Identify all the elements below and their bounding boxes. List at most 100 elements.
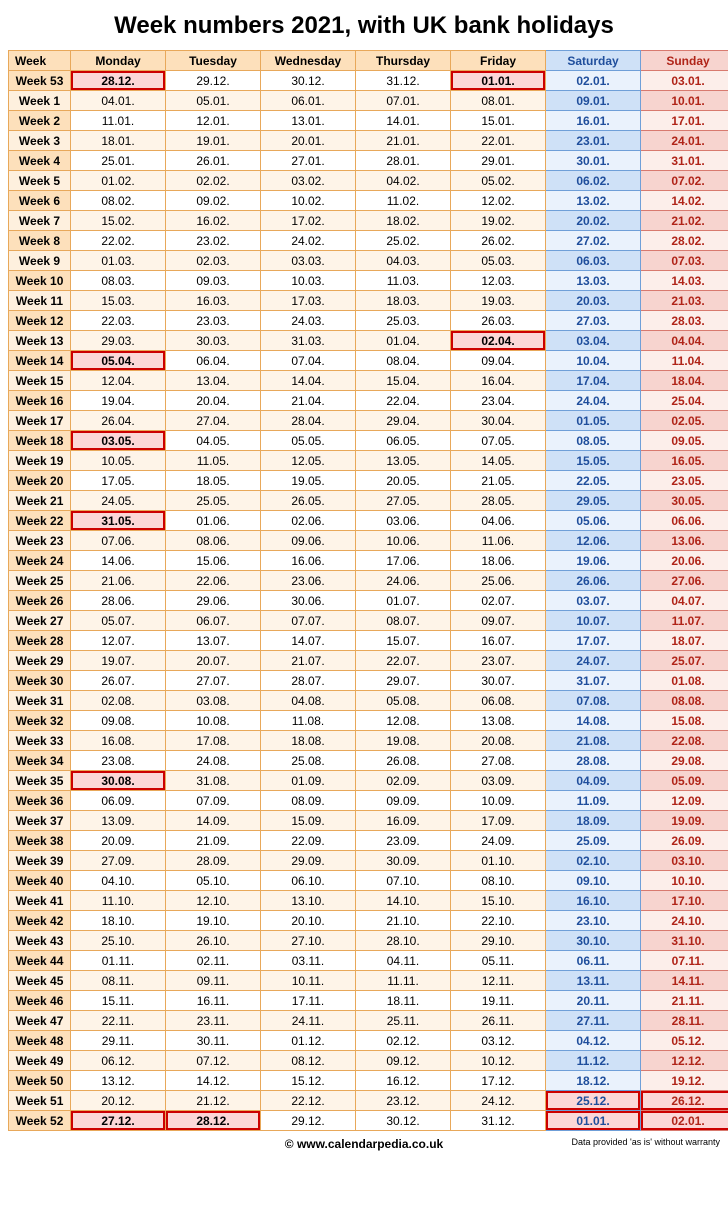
column-header-thu: Thursday xyxy=(356,51,451,71)
table-row: Week 2919.07.20.07.21.07.22.07.23.07.24.… xyxy=(9,651,728,671)
day-cell: 24.04. xyxy=(546,391,641,411)
day-cell: 01.09. xyxy=(261,771,356,791)
week-label: Week 45 xyxy=(9,971,71,991)
day-cell: 31.01. xyxy=(641,151,728,171)
day-cell: 22.11. xyxy=(71,1011,166,1031)
day-cell: 26.10. xyxy=(166,931,261,951)
day-cell: 11.07. xyxy=(641,611,728,631)
day-cell: 28.02. xyxy=(641,231,728,251)
day-cell: 16.03. xyxy=(166,291,261,311)
day-cell: 26.01. xyxy=(166,151,261,171)
day-cell: 09.10. xyxy=(546,871,641,891)
day-cell: 02.07. xyxy=(451,591,546,611)
day-cell: 13.07. xyxy=(166,631,261,651)
day-cell: 12.01. xyxy=(166,111,261,131)
day-cell: 31.03. xyxy=(261,331,356,351)
day-cell: 09.08. xyxy=(71,711,166,731)
day-cell: 23.12. xyxy=(356,1091,451,1111)
day-cell: 01.11. xyxy=(71,951,166,971)
column-header-week: Week xyxy=(9,51,71,71)
day-cell: 21.11. xyxy=(641,991,728,1011)
table-row: Week 2307.06.08.06.09.06.10.06.11.06.12.… xyxy=(9,531,728,551)
day-cell: 14.08. xyxy=(546,711,641,731)
week-label: Week 25 xyxy=(9,571,71,591)
footer: © www.calendarpedia.co.uk Data provided … xyxy=(8,1137,720,1153)
day-cell-holiday: 27.12. xyxy=(71,1111,166,1131)
day-cell: 15.02. xyxy=(71,211,166,231)
day-cell: 23.02. xyxy=(166,231,261,251)
day-cell: 12.07. xyxy=(71,631,166,651)
day-cell: 29.10. xyxy=(451,931,546,951)
day-cell: 10.07. xyxy=(546,611,641,631)
day-cell: 24.11. xyxy=(261,1011,356,1031)
day-cell: 15.08. xyxy=(641,711,728,731)
table-row: Week 2124.05.25.05.26.05.27.05.28.05.29.… xyxy=(9,491,728,511)
day-cell: 03.03. xyxy=(261,251,356,271)
week-label: Week 30 xyxy=(9,671,71,691)
day-cell: 11.10. xyxy=(71,891,166,911)
table-row: Week 5120.12.21.12.22.12.23.12.24.12.25.… xyxy=(9,1091,728,1111)
day-cell: 11.05. xyxy=(166,451,261,471)
day-cell-holiday: 26.12. xyxy=(641,1091,728,1111)
day-cell: 20.09. xyxy=(71,831,166,851)
day-cell: 22.12. xyxy=(261,1091,356,1111)
day-cell: 05.09. xyxy=(641,771,728,791)
table-row: Week 1512.04.13.04.14.04.15.04.16.04.17.… xyxy=(9,371,728,391)
week-label: Week 4 xyxy=(9,151,71,171)
week-label: Week 48 xyxy=(9,1031,71,1051)
day-cell: 13.11. xyxy=(546,971,641,991)
day-cell: 02.09. xyxy=(356,771,451,791)
day-cell: 20.11. xyxy=(546,991,641,1011)
week-label: Week 52 xyxy=(9,1111,71,1131)
week-label: Week 12 xyxy=(9,311,71,331)
table-row: Week 211.01.12.01.13.01.14.01.15.01.16.0… xyxy=(9,111,728,131)
day-cell: 08.03. xyxy=(71,271,166,291)
table-row: Week 425.01.26.01.27.01.28.01.29.01.30.0… xyxy=(9,151,728,171)
day-cell: 28.11. xyxy=(641,1011,728,1031)
week-label: Week 36 xyxy=(9,791,71,811)
day-cell: 19.02. xyxy=(451,211,546,231)
day-cell: 23.07. xyxy=(451,651,546,671)
day-cell: 25.06. xyxy=(451,571,546,591)
day-cell: 08.11. xyxy=(71,971,166,991)
day-cell: 07.02. xyxy=(641,171,728,191)
table-row: Week 1405.04.06.04.07.04.08.04.09.04.10.… xyxy=(9,351,728,371)
column-header-tue: Tuesday xyxy=(166,51,261,71)
day-cell: 26.07. xyxy=(71,671,166,691)
table-row: Week 4722.11.23.11.24.11.25.11.26.11.27.… xyxy=(9,1011,728,1031)
table-row: Week 2017.05.18.05.19.05.20.05.21.05.22.… xyxy=(9,471,728,491)
day-cell: 12.10. xyxy=(166,891,261,911)
day-cell: 18.01. xyxy=(71,131,166,151)
day-cell: 20.10. xyxy=(261,911,356,931)
day-cell: 13.03. xyxy=(546,271,641,291)
table-row: Week 2628.06.29.06.30.06.01.07.02.07.03.… xyxy=(9,591,728,611)
table-row: Week 1329.03.30.03.31.03.01.04.02.04.03.… xyxy=(9,331,728,351)
day-cell-holiday: 05.04. xyxy=(71,351,166,371)
day-cell: 06.11. xyxy=(546,951,641,971)
day-cell: 07.05. xyxy=(451,431,546,451)
day-cell: 25.04. xyxy=(641,391,728,411)
day-cell: 10.08. xyxy=(166,711,261,731)
table-row: Week 5013.12.14.12.15.12.16.12.17.12.18.… xyxy=(9,1071,728,1091)
day-cell: 30.07. xyxy=(451,671,546,691)
week-label: Week 50 xyxy=(9,1071,71,1091)
day-cell: 16.01. xyxy=(546,111,641,131)
day-cell: 29.12. xyxy=(261,1111,356,1131)
day-cell: 21.12. xyxy=(166,1091,261,1111)
day-cell: 17.08. xyxy=(166,731,261,751)
day-cell: 05.01. xyxy=(166,91,261,111)
day-cell: 22.08. xyxy=(641,731,728,751)
day-cell: 07.09. xyxy=(166,791,261,811)
day-cell: 15.12. xyxy=(261,1071,356,1091)
day-cell: 18.06. xyxy=(451,551,546,571)
day-cell: 29.08. xyxy=(641,751,728,771)
page-title: Week numbers 2021, with UK bank holidays xyxy=(8,12,720,40)
day-cell: 04.04. xyxy=(641,331,728,351)
day-cell: 18.09. xyxy=(546,811,641,831)
day-cell: 18.05. xyxy=(166,471,261,491)
day-cell: 09.09. xyxy=(356,791,451,811)
day-cell-holiday: 01.01. xyxy=(451,71,546,91)
table-row: Week 3026.07.27.07.28.07.29.07.30.07.31.… xyxy=(9,671,728,691)
day-cell: 10.12. xyxy=(451,1051,546,1071)
day-cell: 24.09. xyxy=(451,831,546,851)
